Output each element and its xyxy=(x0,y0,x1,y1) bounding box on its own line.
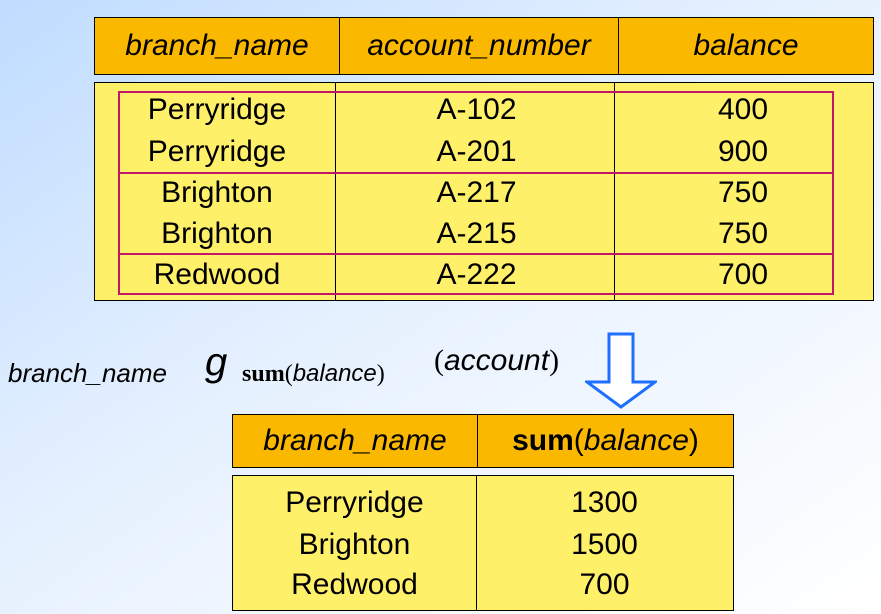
column-divider xyxy=(335,83,336,300)
result-table-header: branch_name sum(balance) xyxy=(232,414,734,468)
close-paren: ) xyxy=(688,424,699,457)
down-arrow-icon xyxy=(585,332,657,409)
column-divider xyxy=(476,476,477,610)
open-paren: ( xyxy=(573,424,584,457)
cell-branch-name: Perryridge xyxy=(285,485,424,519)
header-branch-name: branch_name xyxy=(125,29,309,62)
header-sum-balance: sum(balance) xyxy=(477,415,733,467)
table-row: Perryridge 1300 xyxy=(233,482,733,523)
cell-branch-name: Brighton xyxy=(298,527,411,561)
cell-branch-name: Brighton xyxy=(161,216,273,250)
table-row: Redwood A-222 700 xyxy=(95,254,873,295)
group-outline xyxy=(118,91,834,295)
relation-term: (account) xyxy=(434,344,559,378)
header-account-number: account_number xyxy=(339,18,618,74)
sum-function-label: sum xyxy=(512,424,574,457)
cell-account-number: A-222 xyxy=(436,257,517,291)
cell-account-number: A-201 xyxy=(436,134,517,168)
relation-name: account xyxy=(444,344,550,377)
cell-branch-name: Perryridge xyxy=(147,92,287,126)
function-close-paren: ) xyxy=(376,361,385,387)
table-row: Brighton A-217 750 xyxy=(95,172,873,213)
cell-account-number: A-217 xyxy=(436,175,517,209)
cell-sum: 1500 xyxy=(571,527,638,561)
table-row: Perryridge A-102 400 xyxy=(95,89,873,130)
table-row: Brighton 1500 xyxy=(233,524,733,565)
cell-branch-name: Perryridge xyxy=(147,134,287,168)
function-open-paren: ( xyxy=(284,361,293,387)
group-divider xyxy=(118,172,834,174)
aggregation-operator: g xyxy=(205,340,228,384)
input-table-header: branch_name account_number balance xyxy=(94,17,874,75)
cell-balance: 750 xyxy=(717,175,769,209)
table-row: Perryridge A-201 900 xyxy=(95,131,873,172)
cell-balance: 700 xyxy=(717,257,769,291)
aggregate-function: sum(balance) xyxy=(242,360,385,388)
column-divider xyxy=(614,83,615,300)
function-name: sum xyxy=(242,361,285,387)
header-balance: balance xyxy=(618,18,873,74)
cell-balance: 400 xyxy=(717,92,769,126)
cell-branch-name: Redwood xyxy=(291,567,418,601)
sum-argument-label: balance xyxy=(583,424,689,457)
group-attribute: branch_name xyxy=(8,358,167,388)
cell-account-number: A-215 xyxy=(436,216,517,250)
cell-branch-name: Brighton xyxy=(161,175,273,209)
relation-open-paren: ( xyxy=(434,344,444,377)
group-divider xyxy=(118,253,834,255)
input-table-body: Perryridge A-102 400 Perryridge A-201 90… xyxy=(94,82,874,301)
table-row: Brighton A-215 750 xyxy=(95,213,873,254)
header-branch-name: branch_name xyxy=(263,424,447,457)
cell-account-number: A-102 xyxy=(436,92,517,126)
table-row: Redwood 700 xyxy=(233,564,733,605)
cell-balance: 750 xyxy=(717,216,769,250)
cell-sum: 1300 xyxy=(571,485,638,519)
relation-close-paren: ) xyxy=(549,344,560,377)
cell-branch-name: Redwood xyxy=(153,257,281,291)
cell-sum: 700 xyxy=(579,567,630,601)
cell-balance: 900 xyxy=(717,134,769,168)
result-table-body: Perryridge 1300 Brighton 1500 Redwood 70… xyxy=(232,475,734,611)
function-argument: balance xyxy=(292,360,377,387)
